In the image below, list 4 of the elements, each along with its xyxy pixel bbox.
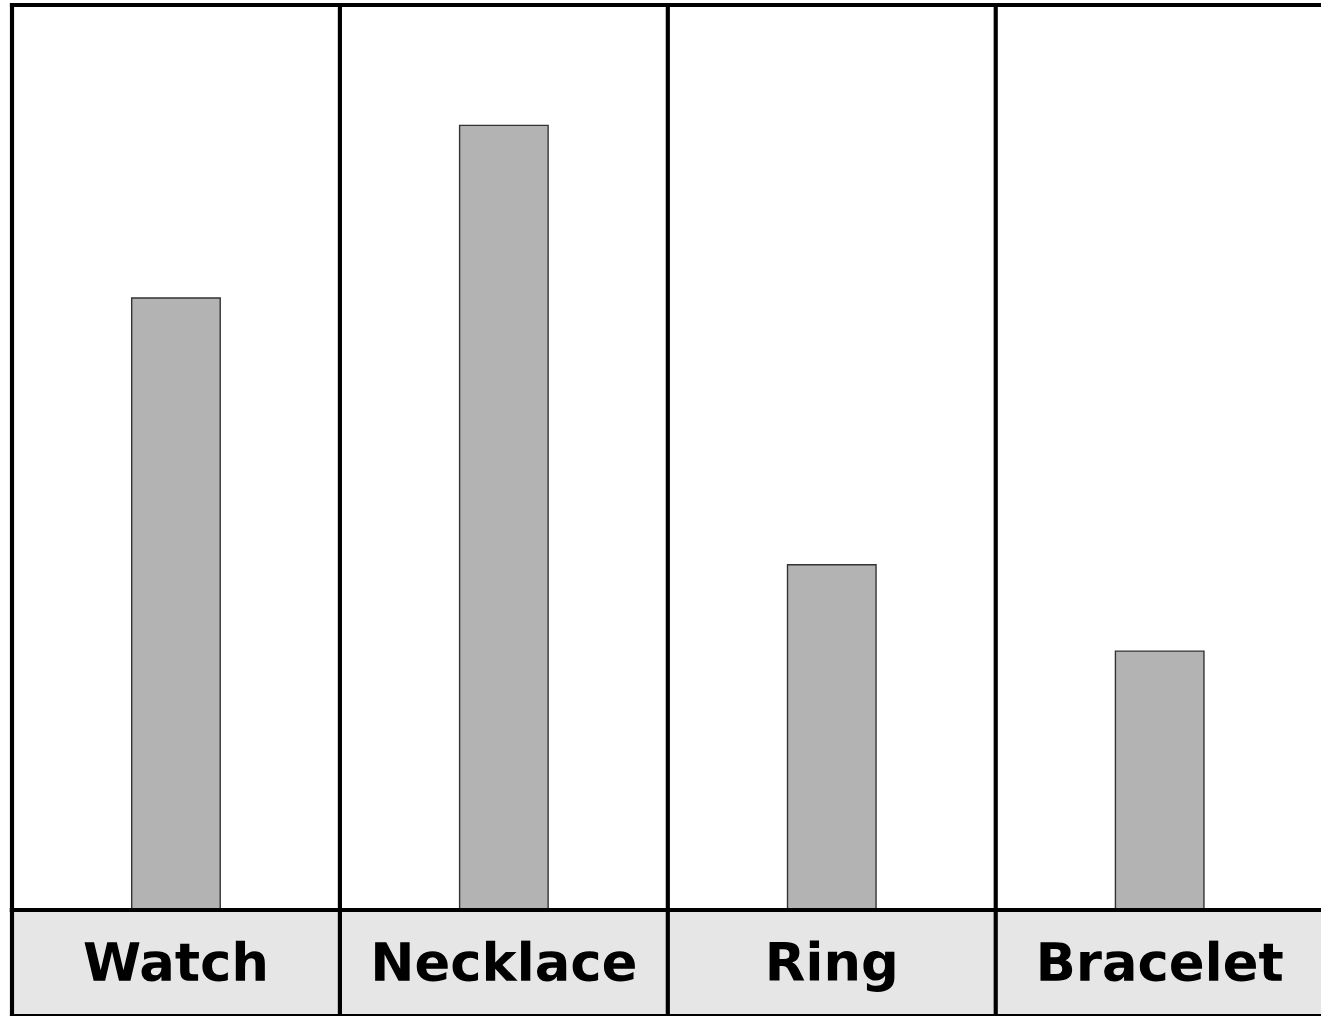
- x-tick-label: Necklace: [375, 940, 635, 982]
- x-tick-label: Bracelet: [1040, 940, 1283, 982]
- x-tick-label: Watch: [84, 940, 265, 982]
- x-tick-label: Ring: [769, 940, 895, 992]
